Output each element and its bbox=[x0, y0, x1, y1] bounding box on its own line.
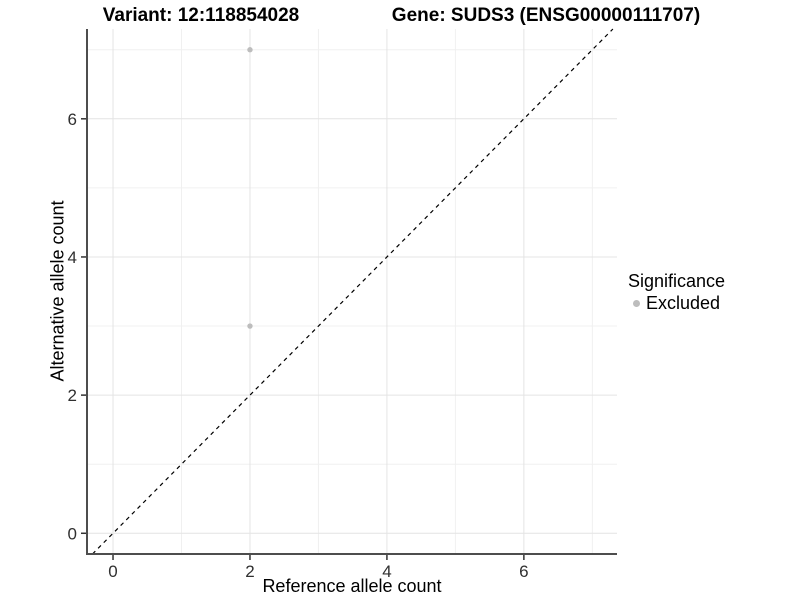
x-tick-label: 4 bbox=[382, 562, 391, 581]
excluded-key-dot-icon bbox=[633, 300, 640, 307]
plot-title-gene: Gene: SUDS3 (ENSG00000111707) bbox=[391, 5, 701, 26]
x-tick-label: 0 bbox=[108, 562, 117, 581]
legend: Significance Excluded bbox=[628, 271, 725, 314]
legend-item-label: Excluded bbox=[646, 293, 721, 313]
x-tick-label: 2 bbox=[245, 562, 254, 581]
y-tick-label: 6 bbox=[68, 110, 77, 129]
legend-title: Significance bbox=[628, 271, 726, 291]
legend-item-excluded: Excluded bbox=[628, 293, 725, 314]
x-axis-title: Reference allele count bbox=[262, 576, 442, 596]
y-tick-label: 4 bbox=[68, 248, 77, 267]
data-point bbox=[247, 47, 253, 53]
x-tick-label: 6 bbox=[519, 562, 528, 581]
plot-title-variant: Variant: 12:118854028 bbox=[102, 5, 300, 26]
identity-reference-line bbox=[92, 28, 614, 555]
y-axis-title: Alternative allele count bbox=[47, 200, 68, 382]
data-point bbox=[247, 323, 253, 329]
y-tick-label: 2 bbox=[68, 386, 77, 405]
y-tick-label: 0 bbox=[68, 524, 77, 543]
